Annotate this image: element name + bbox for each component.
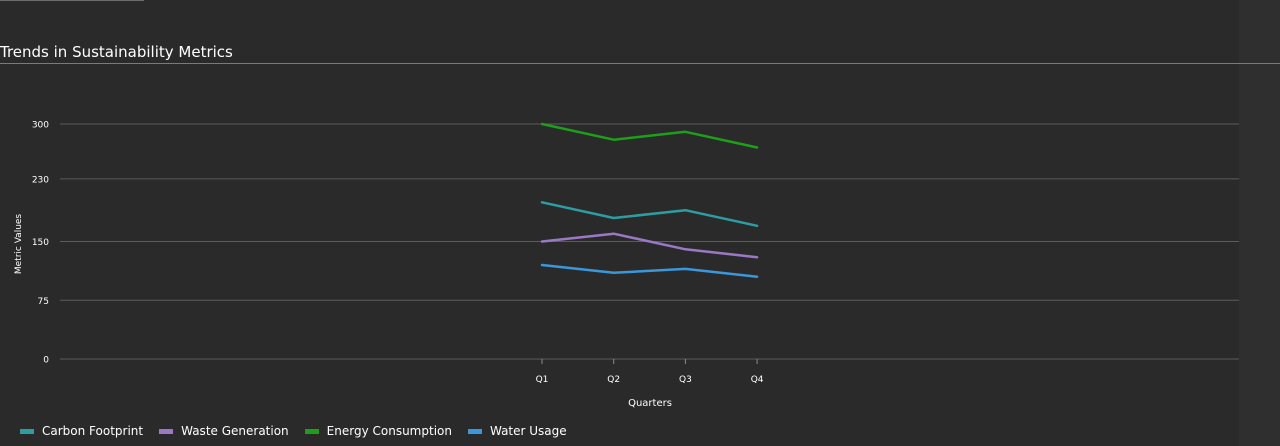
x-axis-label: Quarters [628,398,672,409]
series-line-carbon-footprint [540,201,759,228]
legend-swatch [20,428,34,434]
series-line-energy-consumption [540,122,759,149]
legend-label: Energy Consumption [326,424,452,438]
x-tick-label: Q2 [607,375,620,385]
legend: Carbon Footprint Waste Generation Energy C… [20,422,583,440]
series-line-water-usage [540,263,759,279]
legend-swatch [304,428,319,434]
legend-item[interactable]: Energy Consumption [304,424,452,438]
x-tick-label: Q4 [751,375,764,385]
right-strip [1239,0,1280,446]
legend-label: Water Usage [489,424,567,438]
gridlines [60,123,1239,360]
chart-title: Trends in Sustainability Metrics [0,43,233,61]
legend-item[interactable]: Water Usage [467,424,567,438]
x-tick-label: Q3 [679,375,692,385]
legend-label: Carbon Footprint [42,424,144,438]
top-rule [0,0,144,1]
y-tick-label: 230 [32,175,49,185]
title-divider [0,63,1280,64]
y-tick-labels: 0 75 150 230 300 [32,121,49,366]
x-tick-labels: Q1 Q2 Q3 Q4 [536,359,764,385]
y-tick-label: 150 [32,238,49,248]
y-tick-label: 0 [43,356,49,366]
legend-item[interactable]: Carbon Footprint [20,424,143,438]
legend-label: Waste Generation [181,424,289,438]
x-tick-label: Q1 [536,375,549,385]
legend-item[interactable]: Waste Generation [159,424,289,438]
legend-swatch [159,428,174,434]
y-tick-label: 300 [32,121,49,131]
series-lines [540,122,759,279]
y-axis-label: Metric Values [14,214,24,275]
series-line-waste-generation [540,232,759,259]
y-tick-label: 75 [38,297,49,307]
legend-swatch [467,428,482,434]
